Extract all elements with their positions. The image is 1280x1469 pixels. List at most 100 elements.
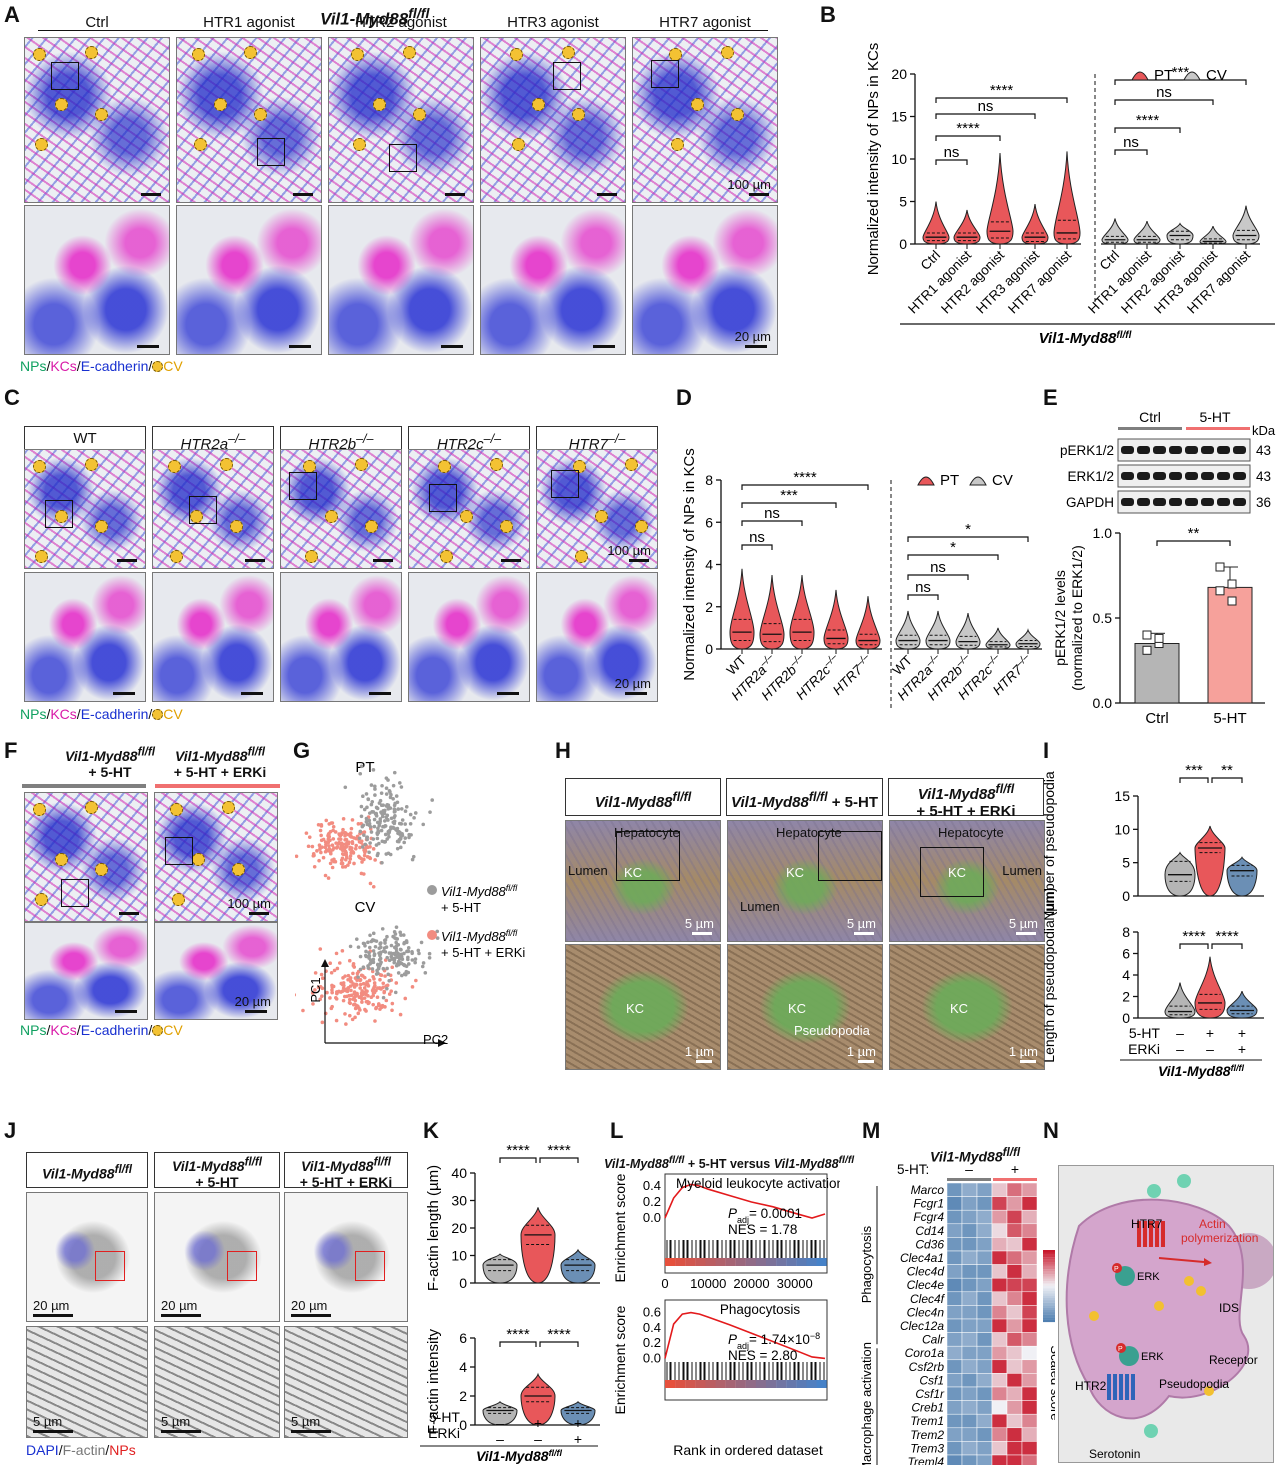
sem-zoom: KC Pseudopodia 1 µm <box>727 944 883 1070</box>
significance-bracket <box>935 159 968 165</box>
scale-bar <box>1016 932 1036 935</box>
legend-swatch-erki <box>427 930 437 940</box>
significance-bracket-label: * <box>965 521 971 538</box>
scatter-point-erki <box>351 961 356 966</box>
scatter-point-erki <box>356 822 361 826</box>
scatter-point-erki <box>351 1002 356 1007</box>
heatmap-cell <box>1021 1454 1038 1465</box>
heatmap-cell <box>961 1196 978 1211</box>
scatter-point-erki <box>337 837 341 841</box>
scatter-point-5ht <box>407 835 411 840</box>
label-pc2: PC2 <box>423 1032 448 1047</box>
scatter-point-5ht <box>430 798 435 802</box>
scatter-point-5ht <box>356 975 360 979</box>
heatmap-cell <box>991 1277 1008 1293</box>
significance-bracket <box>1179 777 1209 783</box>
padj-label: Padj= 0.0001 <box>728 1206 802 1225</box>
genotype-footer: Vil1-Myd88fl/fl <box>1158 1063 1245 1079</box>
heatmap-cell <box>1021 1250 1038 1265</box>
label-actin: Actin <box>1199 1217 1226 1231</box>
scatter-point-5ht <box>384 852 389 856</box>
heatmap-cell <box>1006 1250 1023 1265</box>
heatmap-cell <box>976 1400 993 1415</box>
scatter-point-5ht <box>420 964 425 969</box>
y-tick-label: 0 <box>1122 888 1130 904</box>
scatter-point-erki <box>414 978 418 983</box>
legend-sep: / <box>46 358 51 374</box>
heatmap-cell <box>976 1291 993 1306</box>
condition-label: ERKi <box>1128 1041 1160 1057</box>
heatmap-cell <box>1021 1237 1038 1252</box>
colorbar-segment <box>1043 1293 1055 1296</box>
scatter-point-erki <box>341 981 346 985</box>
scale-label: 20 µm <box>291 1298 328 1313</box>
scatter-point-5ht <box>362 807 367 812</box>
scatter-point-erki <box>343 1012 347 1016</box>
label-cv: CV <box>355 899 376 916</box>
panel-f-erki-bar <box>155 784 280 788</box>
blot-size-label: 43 <box>1256 443 1271 458</box>
serotonin-icon <box>1177 1174 1191 1188</box>
rank-gradient <box>816 1258 827 1266</box>
ko-sup: –/– <box>787 651 806 670</box>
overview-micrograph: 100 µm <box>154 792 278 922</box>
scale-bar <box>161 1430 201 1433</box>
violin-cv <box>1232 205 1260 245</box>
heatmap-cell <box>946 1305 963 1320</box>
y-axis-label: Enrichment score <box>612 1173 628 1282</box>
scatter-point-erki <box>355 993 359 997</box>
heatmap-cell <box>976 1441 993 1456</box>
scatter-point-5ht <box>408 821 413 826</box>
cv-marker-icon <box>222 801 235 814</box>
scatter-point-5ht <box>378 945 383 950</box>
scatter-point-5ht <box>393 801 397 806</box>
violin-pt <box>1053 151 1081 245</box>
label-pc1: PC1 <box>308 977 323 1002</box>
data-point <box>1227 596 1237 606</box>
scale-bar <box>597 193 617 196</box>
panel-h-col2-suffix: + 5-HT <box>827 794 878 811</box>
scatter-point-5ht <box>410 857 415 862</box>
heatmap-cell <box>991 1400 1008 1415</box>
scatter-point-erki <box>359 856 363 861</box>
significance-bracket <box>1211 777 1243 783</box>
legend-sep: / <box>76 706 81 722</box>
blot-strip <box>1117 438 1251 462</box>
scatter-point-erki <box>346 973 351 978</box>
cv-marker-icon <box>731 108 744 121</box>
heatmap-cell <box>1021 1196 1038 1211</box>
violin <box>482 1253 518 1284</box>
legend-label-erki-line2: + 5-HT + ERKi <box>441 945 525 960</box>
blot-band <box>1169 472 1182 480</box>
panel-label-d: D <box>676 385 692 410</box>
column-header: HTR3 agonist <box>507 14 599 31</box>
scatter-point-5ht <box>358 954 363 959</box>
legend-cv: CV <box>163 706 183 722</box>
cv-marker-icon <box>305 550 318 563</box>
blot-header-5ht: 5-HT <box>1199 409 1231 425</box>
fiveht-minus: – <box>965 1161 973 1177</box>
label-kc: KC <box>948 865 967 880</box>
gene-label: Csf1 <box>919 1373 944 1387</box>
gene-label: Coro1a <box>905 1346 945 1360</box>
scatter-point-5ht <box>371 768 376 772</box>
ko-sup: –/– <box>1013 651 1032 670</box>
y-tick-label: 5 <box>1122 855 1130 871</box>
scale-label: 1 µm <box>1008 1044 1038 1059</box>
legend-swatch-cv <box>1183 71 1201 81</box>
htr2-receptor-icon <box>1107 1374 1135 1400</box>
column-header: HTR7 agonist <box>659 14 751 31</box>
cv-marker-icon <box>35 550 48 563</box>
colorbar-segment <box>1043 1274 1055 1277</box>
scatter-point-5ht <box>385 813 390 818</box>
blot-band <box>1169 446 1182 454</box>
genotype-sup: fl/fl <box>838 1155 855 1166</box>
label-kc: KC <box>786 865 805 880</box>
scatter-point-5ht <box>391 825 395 830</box>
legend-label-cv: CV <box>992 472 1013 489</box>
padj-value: = 0.0001 <box>749 1206 802 1221</box>
scatter-point-5ht <box>363 842 368 847</box>
panel-l-title-mid: + 5-HT versus <box>684 1157 774 1172</box>
legend-kcs: KCs <box>50 358 77 374</box>
panel-label-m: M <box>862 1118 881 1143</box>
